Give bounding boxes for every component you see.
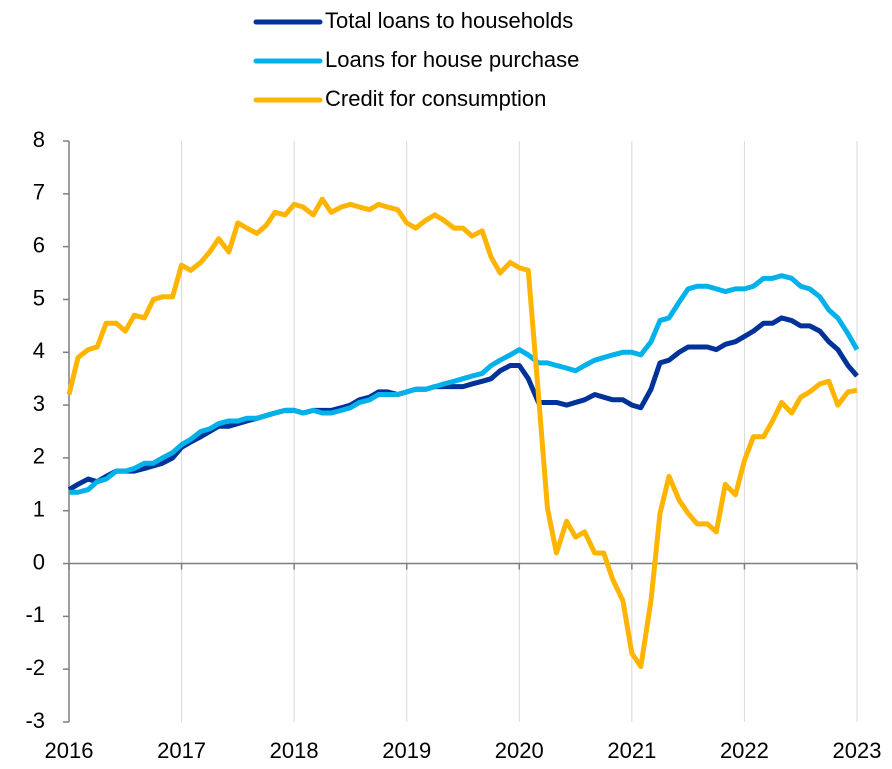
y-tick-label: 2 — [33, 444, 45, 469]
y-tick-label: -3 — [25, 708, 45, 733]
series-line — [69, 273, 860, 495]
x-tick-label: 2016 — [45, 738, 94, 763]
y-tick-label: 4 — [33, 338, 45, 363]
x-tick-label: 2023 — [833, 738, 882, 763]
y-tick-label: 5 — [33, 285, 45, 310]
y-tick-label: 3 — [33, 391, 45, 416]
x-tick-label: 2021 — [607, 738, 656, 763]
legend-label: Loans for house purchase — [325, 47, 579, 72]
y-tick-label: 7 — [33, 180, 45, 205]
series-line — [67, 315, 859, 492]
y-tick-label: -2 — [25, 655, 45, 680]
series-line — [66, 196, 858, 670]
y-tick-label: 8 — [33, 127, 45, 152]
y-tick-label: 0 — [33, 549, 45, 574]
x-tick-label: 2019 — [382, 738, 431, 763]
x-tick-label: 2017 — [157, 738, 206, 763]
y-tick-label: 6 — [33, 232, 45, 257]
legend-label: Credit for consumption — [325, 86, 546, 111]
x-tick-label: 2018 — [270, 738, 319, 763]
x-tick-label: 2020 — [495, 738, 544, 763]
y-tick-label: -1 — [25, 602, 45, 627]
x-tick-label: 2022 — [720, 738, 769, 763]
legend-label: Total loans to households — [325, 8, 573, 33]
y-tick-label: 1 — [33, 497, 45, 522]
